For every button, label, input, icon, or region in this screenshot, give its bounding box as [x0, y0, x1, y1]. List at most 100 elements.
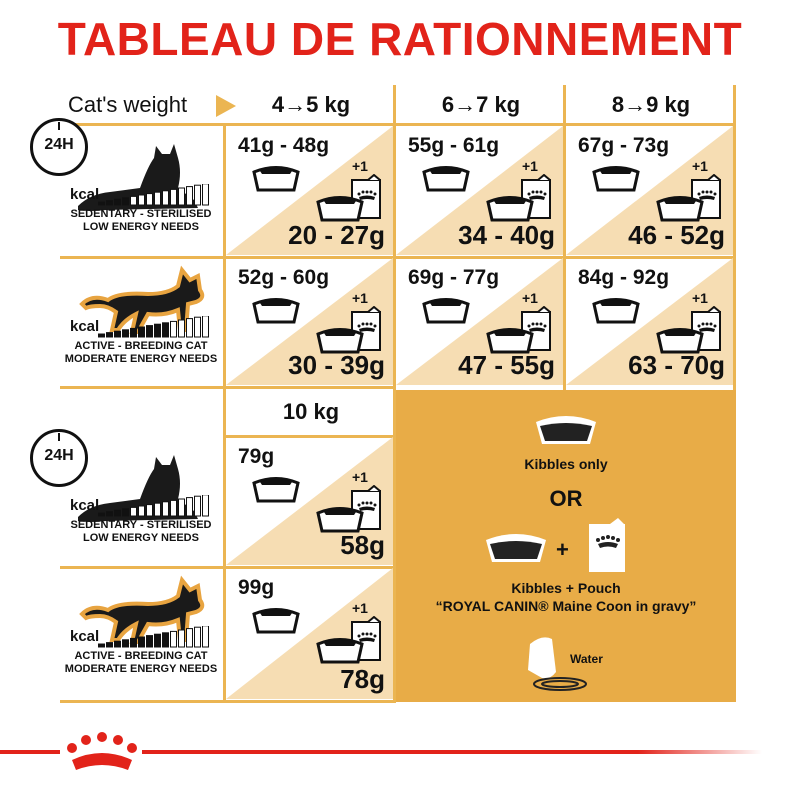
grid-line — [60, 386, 396, 389]
grid-line — [223, 124, 226, 702]
kcal-label: kcal — [70, 628, 100, 645]
pouch-icon — [351, 485, 381, 530]
royal-canin-crown-logo — [67, 732, 137, 770]
feeding-cell: 41g - 48g +1 20 - 27g — [226, 126, 393, 255]
kibbles-with-pouch-amount: 30 - 39g — [288, 350, 385, 380]
kibble-bowl-icon — [316, 328, 364, 354]
kibble-bowl-icon — [422, 298, 470, 324]
kibbles-with-pouch-amount: 63 - 70g — [628, 350, 725, 380]
pouch-count: +1 — [522, 158, 538, 174]
grid-line — [60, 566, 396, 569]
grid-line — [733, 85, 736, 390]
kibbles-with-pouch-amount: 58g — [340, 530, 385, 560]
pouch-area-triangle — [226, 437, 393, 565]
water-bowl-icon — [528, 637, 587, 691]
kibbles-only-amount: 67g - 73g — [578, 134, 670, 157]
energy-profile-line1: ACTIVE - BREEDING CAT — [74, 650, 208, 662]
kibble-bowl-icon — [486, 196, 534, 222]
kibbles-only-amount: 84g - 92g — [578, 266, 670, 289]
pouch-icon — [589, 518, 625, 572]
feeding-cell: 55g - 61g +1 34 - 40g — [396, 126, 563, 255]
kibbles-only-amount: 99g — [238, 576, 275, 599]
page-title: TABLEAU DE RATIONNEMENT — [57, 13, 743, 65]
energy-profile-line1: ACTIVE - BREEDING CAT — [74, 340, 208, 352]
plus-sign: + — [556, 537, 569, 562]
kibbles-only-amount: 79g — [238, 445, 275, 468]
kibble-bowl-icon — [656, 196, 704, 222]
kibble-bowl-icon — [592, 166, 640, 192]
cats-weight-label: Cat's weight — [68, 92, 188, 117]
pouch-count: +1 — [352, 600, 368, 616]
energy-profile-line2: LOW ENERGY NEEDS — [83, 221, 199, 233]
clock-tick — [58, 122, 60, 130]
kcal-label: kcal — [70, 318, 100, 335]
kibbles-with-pouch-amount: 34 - 40g — [458, 220, 555, 250]
pouch-area-triangle — [396, 126, 563, 255]
kibbles-only-amount: 41g - 48g — [238, 134, 330, 157]
arrow-right-icon — [216, 95, 236, 117]
feeding-cell: 52g - 60g +1 30 - 39g — [226, 258, 393, 385]
kibbles-only-amount: 52g - 60g — [238, 266, 330, 289]
kibbles-only-amount: 69g - 77g — [408, 266, 500, 289]
energy-profile-line2: MODERATE ENERGY NEEDS — [64, 663, 218, 675]
kibble-bowl-icon — [316, 196, 364, 222]
energy-profile-line1: SEDENTARY - STERILISED — [70, 519, 212, 531]
pouch-area-triangle — [226, 126, 393, 255]
kibble-bowl-icon — [252, 477, 300, 503]
weight-header-6-7: 6→7 kg — [441, 92, 521, 117]
clock-label: 24H — [44, 136, 74, 153]
kibbles-pouch-label: Kibbles + Pouch — [511, 580, 621, 596]
kibbles-only-amount: 55g - 61g — [408, 134, 500, 157]
energy-level-bars — [98, 315, 213, 338]
clock-tick — [58, 433, 60, 441]
kibbles-with-pouch-amount: 46 - 52g — [628, 220, 725, 250]
energy-level-bars — [98, 494, 213, 517]
kibble-bowl-icon — [316, 507, 364, 533]
legend-panel: Kibbles only OR + Kibbles + Pouch “ROYAL… — [396, 390, 736, 702]
grid-line — [60, 123, 736, 126]
kibbles-with-pouch-amount: 20 - 27g — [288, 220, 385, 250]
kcal-label: kcal — [70, 186, 100, 203]
footer-line-right — [142, 750, 762, 754]
footer-line-left — [0, 750, 60, 754]
weight-header-8-9: 8→9 kg — [611, 92, 691, 117]
energy-profile-line2: MODERATE ENERGY NEEDS — [64, 353, 218, 365]
feeding-cell: 69g - 77g +1 47 - 55g — [396, 258, 563, 385]
kibble-bowl-icon — [252, 608, 300, 634]
energy-profile-line2: LOW ENERGY NEEDS — [83, 532, 199, 544]
feeding-cell: 84g - 92g +1 63 - 70g — [566, 258, 733, 385]
energy-level-bars — [98, 625, 213, 648]
pouch-count: +1 — [352, 290, 368, 306]
kibble-bowl-icon — [486, 534, 546, 562]
grid-line — [563, 85, 566, 390]
water-label: Water — [570, 652, 603, 666]
kibble-bowl-icon — [316, 638, 364, 664]
energy-level-bars — [98, 183, 213, 206]
pouch-name-label: “ROYAL CANIN® Maine Coon in gravy” — [435, 598, 697, 614]
feeding-cell: 99g +1 78g — [226, 568, 393, 699]
grid-line — [226, 435, 396, 438]
kibbles-with-pouch-amount: 78g — [340, 664, 385, 694]
feeding-cell: 67g - 73g +1 46 - 52g — [566, 126, 733, 255]
energy-profile-line1: SEDENTARY - STERILISED — [70, 208, 212, 220]
weight-header-10: 10 kg — [282, 399, 340, 424]
or-label: OR — [549, 486, 583, 511]
kibbles-only-label: Kibbles only — [524, 456, 608, 472]
grid-line — [60, 700, 396, 703]
grid-line — [393, 390, 396, 702]
kibble-bowl-icon — [486, 328, 534, 354]
pouch-area-triangle — [226, 568, 393, 699]
pouch-area-triangle — [566, 126, 733, 255]
pouch-count: +1 — [692, 158, 708, 174]
clock-label: 24H — [44, 447, 74, 464]
pouch-count: +1 — [522, 290, 538, 306]
kibble-bowl-icon — [252, 298, 300, 324]
grid-line — [60, 256, 736, 259]
pouch-count: +1 — [352, 158, 368, 174]
kibble-bowl-icon — [422, 166, 470, 192]
kibble-bowl-icon — [536, 416, 596, 444]
kibble-bowl-icon — [252, 166, 300, 192]
kibble-bowl-icon — [592, 298, 640, 324]
kibbles-with-pouch-amount: 47 - 55g — [458, 350, 555, 380]
grid-line — [393, 85, 396, 390]
